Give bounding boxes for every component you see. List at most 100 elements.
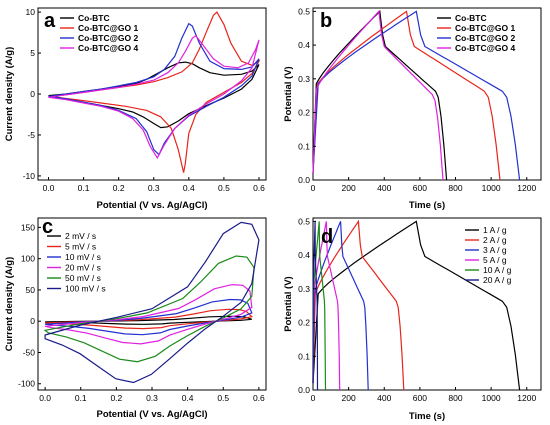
- series-line: [43, 255, 255, 363]
- chart-panel-d: 0 200 400 600 800 1000 12000.00.10.20.30.40.5 …: [283, 216, 542, 422]
- legend-label: Co-BTC@GO 2: [78, 33, 139, 43]
- legend-label: 5 A / g: [483, 255, 507, 265]
- ticks-c: 0.0 0.1 0.2 0.3 0.4 0.5 0.6 -100 -50 0 50 100 150: [18, 222, 265, 403]
- x-tick-label: 0.1: [75, 393, 87, 403]
- y-tick-label: 0.0: [298, 175, 310, 185]
- y-tick-label: 0: [30, 89, 35, 99]
- x-tick-label: 200: [342, 183, 356, 193]
- legend-label: 10 A / g: [483, 265, 512, 275]
- x-tick-label: 0.2: [113, 183, 125, 193]
- y-tick-label: -5: [27, 130, 35, 140]
- legend-d: 1 A / g2 A / g3 A / g5 A / g10 A / g20 A…: [465, 225, 512, 285]
- y-tick-label: 0.3: [298, 284, 310, 294]
- legend-label: 2 A / g: [483, 235, 507, 245]
- x-tick-label: 1000: [482, 183, 501, 193]
- y-tick-label: 0.5: [298, 6, 310, 16]
- y-tick-label: 0.4: [298, 40, 310, 50]
- chart-panel-b: 0 200 400 600 800 1000 12000.00.10.20.30.40.5 …: [283, 6, 542, 211]
- x-tick-label: 0.4: [182, 393, 194, 403]
- x-tick-label: 800: [448, 393, 462, 403]
- legend-label: 2 mV / s: [65, 231, 96, 241]
- series-line: [312, 10, 444, 181]
- x-tick-label: 0.1: [78, 183, 90, 193]
- series-line: [312, 221, 369, 391]
- x-tick-label: 0.0: [43, 183, 55, 193]
- x-tick-label: 0.5: [217, 393, 229, 403]
- y-tick-label: 0.5: [298, 216, 310, 226]
- x-axis-title-a: Potential (V vs. Ag/AgCl): [96, 200, 207, 211]
- series-line: [312, 221, 341, 391]
- legend-label: 20 mV / s: [65, 263, 101, 273]
- legend-label: Co-BTC@GO 4: [455, 43, 516, 53]
- y-tick-label: 0.3: [298, 74, 310, 84]
- y-tick-label: 0: [30, 316, 35, 326]
- x-tick-label: 600: [413, 183, 427, 193]
- x-tick-label: 0.6: [253, 393, 265, 403]
- x-tick-label: 0: [311, 393, 316, 403]
- y-axis-title-d: Potential (V): [283, 276, 294, 331]
- legend-c: 2 mV / s5 mV / s10 mV / s20 mV / s50 mV …: [47, 231, 106, 294]
- x-tick-label: 600: [413, 393, 427, 403]
- legend-label: 50 mV / s: [65, 273, 101, 283]
- x-tick-label: 200: [342, 393, 356, 403]
- series-line: [48, 11, 261, 173]
- legend-label: Co-BTC@GO 2: [455, 33, 516, 43]
- legend-label: Co-BTC@GO 1: [78, 23, 139, 33]
- x-axis-title-c: Potential (V vs. Ag/AgCl): [96, 409, 207, 420]
- series-line: [45, 308, 254, 330]
- y-tick-label: 50: [26, 285, 36, 295]
- series-line: [312, 221, 319, 391]
- plot-frame-d: [312, 217, 542, 391]
- legend-label: Co-BTC@GO 1: [455, 23, 516, 33]
- y-tick-label: -10: [23, 171, 36, 181]
- series-line: [45, 298, 253, 336]
- x-tick-label: 0.3: [146, 393, 158, 403]
- series-line: [45, 315, 252, 325]
- legend-label: Co-BTC: [455, 13, 487, 23]
- y-tick-label: 0.2: [298, 108, 310, 118]
- x-tick-label: 0.2: [110, 393, 122, 403]
- x-tick-label: 800: [448, 183, 462, 193]
- y-tick-label: 10: [26, 7, 36, 17]
- x-tick-label: 0.3: [148, 183, 160, 193]
- y-tick-label: 0.0: [298, 385, 310, 395]
- legend-label: 5 mV / s: [65, 242, 96, 252]
- legend-label: 3 A / g: [483, 245, 507, 255]
- y-axis-title-b: Potential (V): [283, 66, 294, 121]
- x-axis-title-d: Time (s): [409, 411, 445, 422]
- y-tick-label: -100: [18, 379, 35, 389]
- series-line: [312, 10, 501, 181]
- y-tick-label: 0.4: [298, 250, 310, 260]
- x-tick-label: 0.6: [253, 183, 265, 193]
- ticks-d: 0 200 400 600 800 1000 1200 0.0 0.1 0.2 0.3 0.4 0.5: [298, 216, 536, 403]
- y-axis-title-c: Current density (A/g): [4, 257, 15, 351]
- y-axis-title-a: Current density (A/g): [4, 47, 15, 141]
- legend-label: 20 A / g: [483, 275, 512, 285]
- y-tick-label: 5: [30, 48, 35, 58]
- series-group-b: [312, 10, 521, 181]
- chart-panel-a: 0.0 0.1 0.2 0.3 0.4 0.5 0.6 -10 -5 0 5 10 a Potenti…: [4, 7, 267, 211]
- series-line: [48, 34, 260, 160]
- x-tick-label: 1200: [517, 393, 536, 403]
- y-tick-label: 0.2: [298, 318, 310, 328]
- series-line: [48, 22, 260, 156]
- x-tick-label: 1200: [517, 183, 536, 193]
- x-tick-label: 0.5: [218, 183, 230, 193]
- series-line: [312, 220, 521, 391]
- y-tick-label: -50: [23, 347, 36, 357]
- series-group-c: [43, 221, 260, 384]
- series-line: [312, 10, 521, 181]
- y-tick-label: 100: [21, 254, 35, 264]
- series-line: [44, 221, 260, 384]
- x-tick-label: 400: [377, 393, 391, 403]
- x-tick-label: 0: [311, 183, 316, 193]
- x-axis-title-b: Time (s): [409, 200, 445, 211]
- x-tick-label: 400: [377, 183, 391, 193]
- y-tick-label: 150: [21, 222, 35, 232]
- series-line: [44, 283, 253, 345]
- x-tick-label: 1000: [482, 393, 501, 403]
